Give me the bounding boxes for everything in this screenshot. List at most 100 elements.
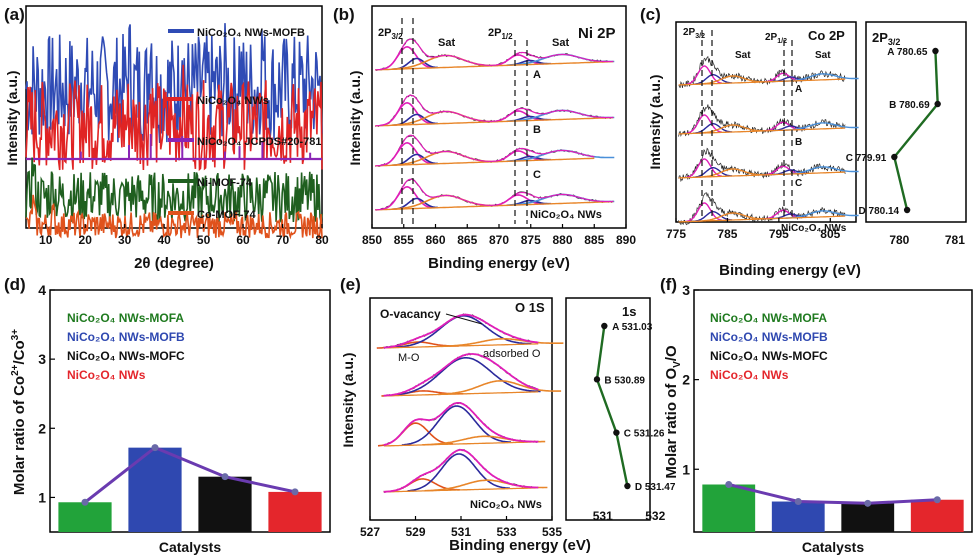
legend-f-2: NiCo₂O₄ NWs-MOFC [710,349,828,363]
trend-point [864,499,872,507]
tick-label: 2 [38,420,46,436]
co-fit-component [698,212,766,222]
bar [910,499,964,532]
o-envelope [383,353,539,397]
side-tick-label: 532 [645,509,665,523]
tick-label: 1 [682,461,690,477]
side-point-label: B 780.69 [889,100,930,111]
co-fit-component [764,72,801,83]
o-envelope [383,402,539,446]
legend-d-2: NiCo₂O₄ NWs-MOFC [67,349,185,363]
panel-c-ylabel: Intensity (a.u.) [647,75,663,170]
b-curve-label-nws: NiCo₂O₄ NWs [530,209,602,221]
b-curve-label-b: B [533,124,541,136]
side-line [892,50,939,211]
panel-d-bars [58,444,322,532]
side-point [593,376,601,383]
co-fit-component [685,158,722,179]
panel-c-title: Co 2P [808,28,845,43]
co-fit-component [698,168,766,178]
bar [841,503,895,532]
tick-label: 850 [362,233,382,247]
side-tick-label: 781 [945,233,965,247]
c-peak-sat2: Sat [815,50,831,61]
co-background [678,171,846,179]
panel-e-x-ticks: 527 529 531 533 535 [360,516,562,539]
panel-b-x-ticks: 850 855 860 865 870 875 880 885 890 [362,224,636,247]
b-peak-2p12: 2P1/2 [488,27,513,41]
tick-label: 533 [496,525,516,539]
panel-b-xlabel: Binding energy (eV) [428,255,570,272]
panel-c: (c) 2P3/2 Sat 2P1/2 Sat Co 2P A B C NiCo… [640,5,861,279]
tick-label: 40 [157,233,171,247]
o-background [383,441,539,447]
panel-e-letter: (e) [340,275,361,294]
tick-label: 890 [616,233,636,247]
co-raw-data [678,147,846,183]
tick-label: 855 [394,233,414,247]
tick-label: 785 [717,227,737,241]
co-fit-component [785,73,859,82]
panel-c-frame [675,21,857,223]
co-background [678,215,846,223]
ni-fit-component [380,141,433,167]
panel-b-letter: (b) [333,5,355,24]
panel-f-frame [693,289,973,533]
bar [771,501,825,532]
co-fit-component [764,209,801,220]
side-point-label: A 780.65 [887,47,928,58]
panel-b-dashes [401,18,528,224]
trend-point [81,498,89,506]
legend-f-1: NiCo₂O₄ NWs-MOFB [710,330,828,344]
co-fit-component [698,75,766,85]
trend-point [151,444,159,452]
legend-f-0: NiCo₂O₄ NWs-MOFA [710,311,827,325]
panel-e-title: O 1S [515,300,545,315]
ni-envelope [375,38,614,71]
panel-a-x-ticks: 10 20 30 40 50 60 70 80 [39,224,329,247]
side-point [903,206,911,214]
legend-a-3: Ni-MOF-74 [197,177,253,189]
co-fit-component [785,166,859,175]
tick-label: 2 [682,372,690,388]
tick-label: 10 [39,233,53,247]
tick-label: 60 [236,233,250,247]
panel-c-side: 2P3/2 A 780.65 B 780.69 C 779.91 D 780.14 7… [846,21,967,247]
panel-e-side-ticks: 531 532 [593,509,666,523]
panel-e-side: 1s A 531.03B 530.89C 531.26D 531.47 531 5… [565,297,676,523]
b-peak-sat1: Sat [438,37,455,49]
legend-a-0: NiCo₂O₄ NWs-MOFB [197,27,305,39]
bar [198,476,252,532]
panel-a-xlabel: 2θ (degree) [134,255,214,272]
tick-label: 805 [820,227,840,241]
co-background [678,78,846,86]
tick-label: 870 [489,233,509,247]
tick-label: 4 [38,282,46,298]
e-side-title: 1s [622,304,636,319]
xrd-trace [25,157,323,223]
panel-b-title: Ni 2P [578,25,616,42]
o-envelope [383,449,539,493]
panel-d-letter: (d) [4,275,26,294]
c-peak-2p32: 2P3/2 [683,27,705,40]
co-fit-component [685,202,722,223]
co-fit-component [764,121,801,132]
co-fit-component [685,65,722,86]
panel-d: (d) 1 2 3 4 NiCo₂O₄ NWs-MOFA NiCo₂O₄ NWs-MO… [4,275,331,555]
tick-label: 865 [457,233,477,247]
panel-f-y-ticks: 1 2 3 [682,282,699,477]
bar [268,491,322,532]
panel-a-legend: NiCo₂O₄ NWs-MOFB NiCo₂O₄ NWs NiCo₂O₄ JCP… [164,27,321,221]
side-point-label: A 531.03 [612,322,653,333]
tick-label: 50 [197,233,211,247]
ni-fit-component [380,45,433,71]
panel-d-frame [49,289,331,533]
tick-label: 885 [584,233,604,247]
panel-e-curves [376,313,564,494]
ni-fit-component [380,185,433,211]
b-peak-2p32: 2P3/2 [378,27,403,41]
side-point [601,322,608,330]
c-curve-label-c: C [795,178,802,189]
o-background [383,391,539,397]
